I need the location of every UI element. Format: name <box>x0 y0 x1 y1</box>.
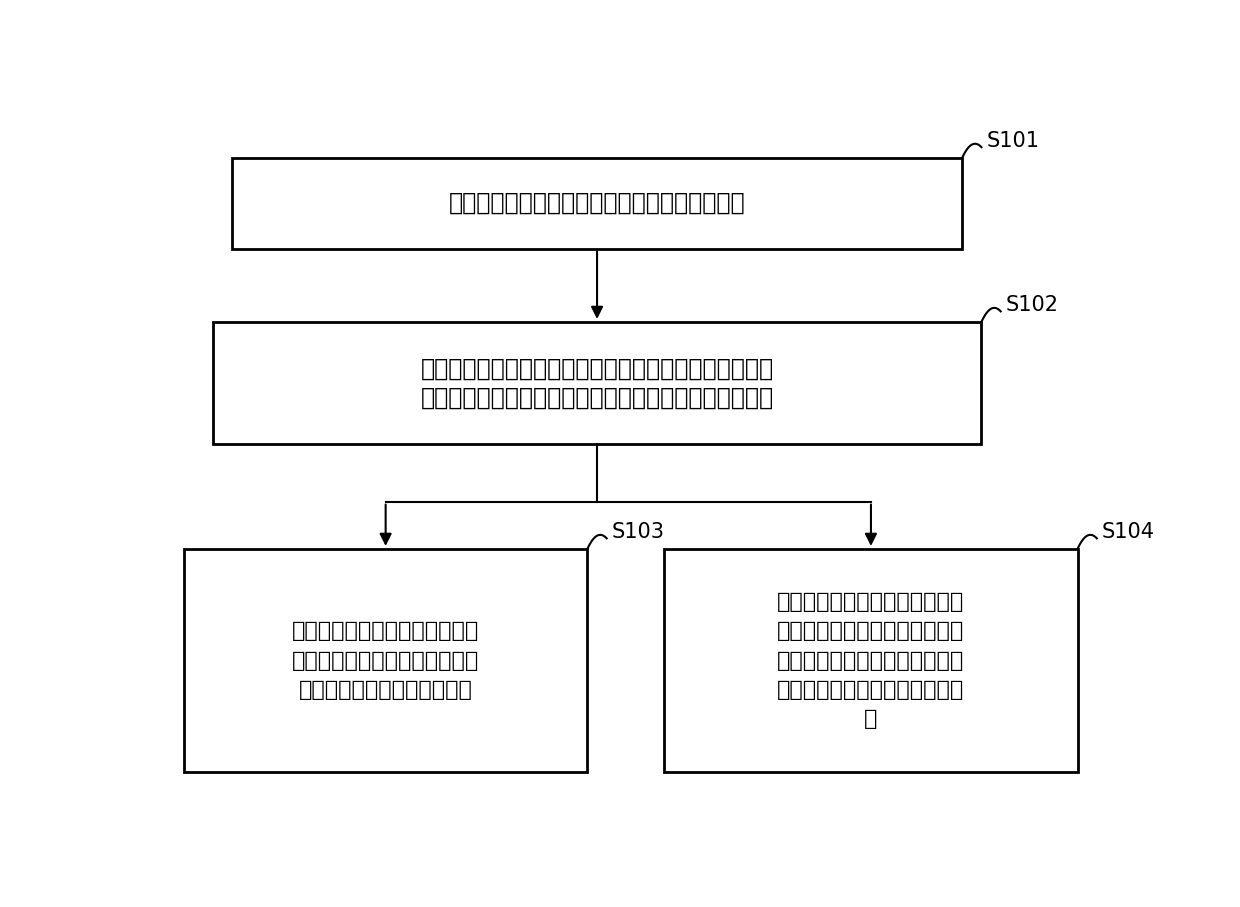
Text: 控制商品下架，并将商品被下架: 控制商品下架，并将商品被下架 <box>777 621 965 641</box>
Bar <box>213 322 982 444</box>
Text: 将价格和预设商品价格阀值进行比较，以确定商品的状态: 将价格和预设商品价格阀值进行比较，以确定商品的状态 <box>420 356 774 380</box>
Bar <box>665 549 1078 773</box>
Text: 的信息提示给创客，其中，下架: 的信息提示给创客，其中，下架 <box>777 650 965 670</box>
Bar <box>184 549 588 773</box>
Bar <box>232 158 962 249</box>
Text: S104: S104 <box>1101 522 1154 541</box>
Text: 根据创客上架商品的商品信息，识别商品的价格: 根据创客上架商品的商品信息，识别商品的价格 <box>449 191 745 215</box>
Text: 当状态信息为下架状态信息时，: 当状态信息为下架状态信息时， <box>777 592 965 612</box>
Text: S101: S101 <box>986 131 1039 151</box>
Text: 品: 品 <box>864 709 878 729</box>
Text: 包括在当前显示的页面中移除商: 包括在当前显示的页面中移除商 <box>777 680 965 700</box>
Text: 信息，其中，状态信息包括上架状态信息或下架状态信息: 信息，其中，状态信息包括上架状态信息或下架状态信息 <box>420 385 774 410</box>
Text: 通过页面向用户展示商品信息: 通过页面向用户展示商品信息 <box>299 680 472 700</box>
Text: 当状态信息为上架状态信息时，: 当状态信息为上架状态信息时， <box>291 621 480 641</box>
Text: S103: S103 <box>611 522 665 541</box>
Text: 控制商品上架，其中，上架包括: 控制商品上架，其中，上架包括 <box>291 650 480 670</box>
Text: S102: S102 <box>1006 295 1059 315</box>
